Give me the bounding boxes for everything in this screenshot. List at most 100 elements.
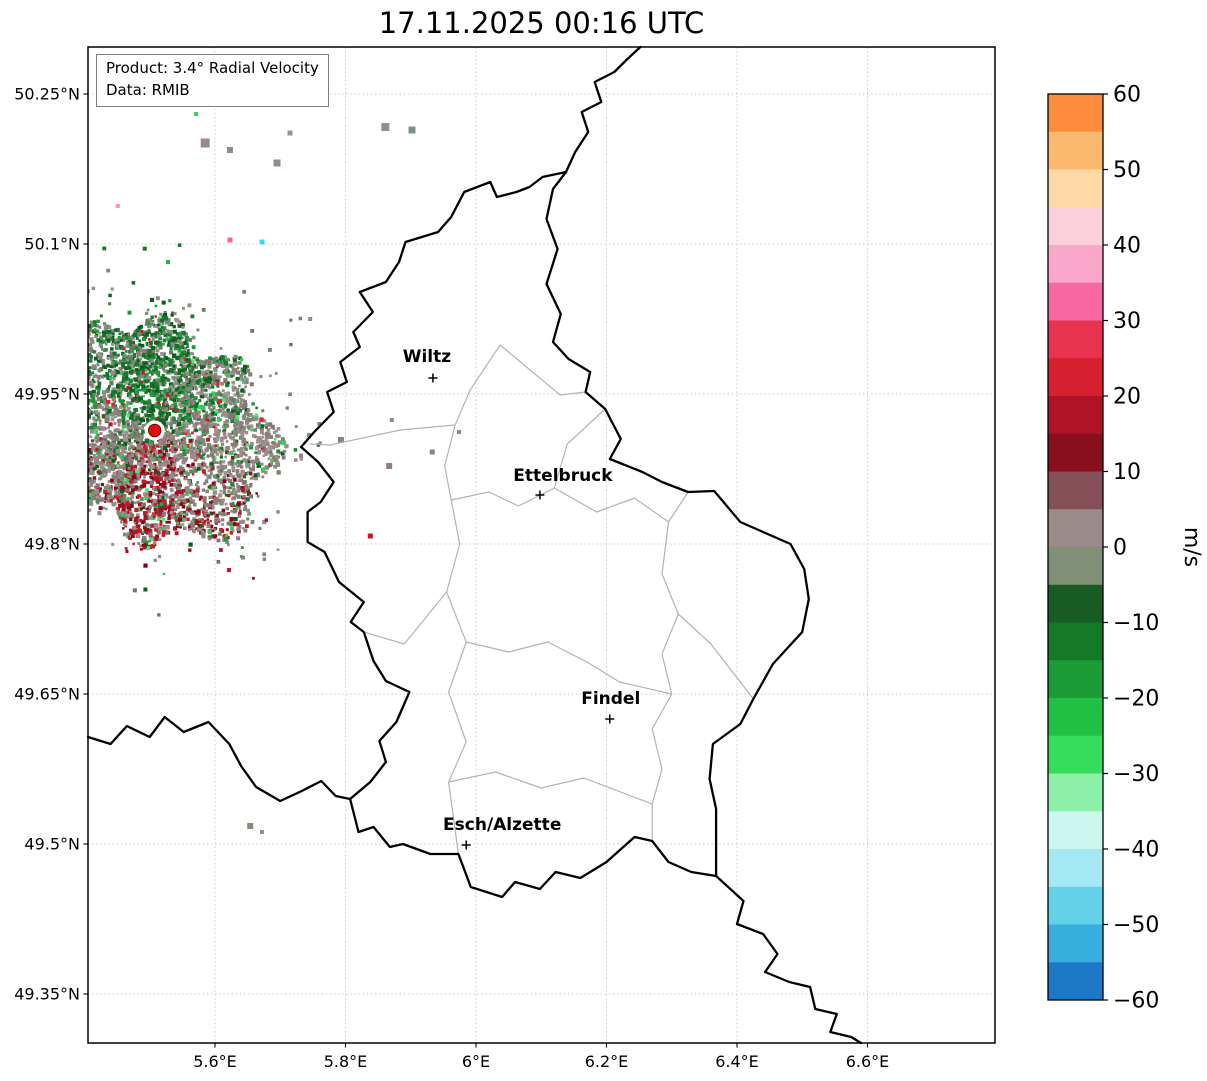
colorbar-segment bbox=[1048, 698, 1103, 737]
colorbar-segment bbox=[1048, 773, 1103, 812]
colorbar-tick-label: 20 bbox=[1113, 385, 1141, 410]
data-source-line: Data: RMIB bbox=[106, 80, 190, 99]
echo-speck bbox=[259, 239, 265, 245]
y-tick-label: 50.25°N bbox=[14, 85, 80, 104]
colorbar: 60 50 40 30 20 10 0 −10 −20 −30 −40 −50 −60 bbox=[1047, 83, 1159, 1014]
grid-layer bbox=[88, 47, 995, 1043]
product-info-box: Product: 3.4° Radial Velocity Data: RMIB bbox=[96, 54, 329, 107]
echo-speck bbox=[381, 123, 390, 131]
district-border bbox=[677, 613, 754, 700]
colorbar-segment bbox=[1048, 660, 1103, 699]
colorbar-tick-label: 10 bbox=[1113, 460, 1141, 485]
echo-speck bbox=[308, 317, 313, 321]
radar-site-marker bbox=[147, 423, 162, 438]
district-border bbox=[451, 487, 689, 523]
colorbar-tick-label: 60 bbox=[1113, 83, 1141, 108]
echo-speck bbox=[457, 430, 461, 434]
x-tick-label: 6.6°E bbox=[846, 1052, 890, 1071]
y-tick-label: 49.95°N bbox=[14, 385, 80, 404]
echo-speck bbox=[337, 437, 344, 443]
country-border bbox=[564, 45, 642, 174]
colorbar-segment bbox=[1048, 433, 1103, 472]
colorbar-segment bbox=[1048, 245, 1103, 284]
x-tick-label: 5.6°E bbox=[193, 1052, 237, 1071]
echo-speck bbox=[273, 159, 281, 167]
y-tick-label: 49.65°N bbox=[14, 685, 80, 704]
colorbar-segment bbox=[1048, 396, 1103, 435]
district-border bbox=[553, 408, 606, 489]
district-border bbox=[448, 771, 653, 805]
colorbar-segment bbox=[1048, 584, 1103, 623]
colorbar-segment bbox=[1048, 320, 1103, 359]
y-tick-label: 50.1°N bbox=[24, 235, 80, 254]
city-layer: Wiltz Ettelbruck Findel Esch/Alzette bbox=[403, 347, 640, 850]
country-border bbox=[714, 874, 863, 1045]
colorbar-segment bbox=[1048, 811, 1103, 850]
colorbar-segment bbox=[1048, 131, 1103, 170]
echo-speck bbox=[115, 204, 120, 208]
district-border bbox=[309, 344, 586, 446]
district-border bbox=[444, 424, 467, 855]
echo-speck bbox=[227, 237, 233, 243]
echo-speck bbox=[200, 138, 210, 148]
colorbar-segment bbox=[1048, 471, 1103, 510]
colorbar-tick-label: −10 bbox=[1113, 611, 1159, 636]
echo-speck bbox=[260, 830, 264, 834]
colorbar-tick-label: −20 bbox=[1113, 687, 1159, 712]
colorbar-segment bbox=[1048, 962, 1103, 1001]
city-label: Wiltz bbox=[403, 347, 452, 367]
colorbar-tick-label: 0 bbox=[1113, 536, 1127, 561]
y-tick-label: 49.35°N bbox=[14, 985, 80, 1004]
echo-speck bbox=[386, 463, 393, 469]
y-tick-label: 49.5°N bbox=[24, 835, 80, 854]
colorbar-segment bbox=[1048, 358, 1103, 397]
colorbar-segment bbox=[1048, 547, 1103, 586]
echo-speck bbox=[389, 418, 394, 422]
radar-velocity-field bbox=[88, 112, 461, 834]
colorbar-segment bbox=[1048, 509, 1103, 548]
y-tick-label: 49.8°N bbox=[24, 535, 80, 554]
colorbar-tick-label: 30 bbox=[1113, 309, 1141, 334]
country-border bbox=[299, 170, 810, 899]
colorbar-segment bbox=[1048, 886, 1103, 925]
district-border bbox=[466, 641, 672, 695]
colorbar-tick-label: −60 bbox=[1113, 989, 1159, 1014]
echo-speck bbox=[194, 112, 199, 116]
echo-speck bbox=[429, 449, 435, 455]
x-tick-label: 6.4°E bbox=[715, 1052, 759, 1071]
colorbar-segment bbox=[1048, 169, 1103, 208]
x-tick-label: 6°E bbox=[462, 1052, 490, 1071]
echo-speck bbox=[247, 823, 254, 829]
city-label: Findel bbox=[581, 689, 640, 709]
colorbar-tick-label: 50 bbox=[1113, 158, 1141, 183]
colorbar-unit-label: m/s bbox=[1179, 527, 1204, 567]
colorbar-segment bbox=[1048, 622, 1103, 661]
plot-frame bbox=[87, 46, 996, 1044]
timestamp-title: 17.11.2025 00:16 UTC bbox=[378, 6, 705, 40]
colorbar-segment bbox=[1048, 207, 1103, 246]
x-tick-label: 5.8°E bbox=[324, 1052, 368, 1071]
echo-speck bbox=[287, 130, 293, 136]
district-border bbox=[363, 591, 448, 645]
colorbar-segment bbox=[1048, 735, 1103, 774]
echo-speck bbox=[367, 533, 373, 539]
axes-layer: 50.25°N 50.1°N 49.95°N 49.8°N 49.65°N 49.5°N 4… bbox=[14, 46, 996, 1071]
city-label: Esch/Alzette bbox=[443, 815, 561, 835]
colorbar-tick-label: −30 bbox=[1113, 762, 1159, 787]
colorbar-tick-label: −40 bbox=[1113, 838, 1159, 863]
colorbar-segment bbox=[1048, 282, 1103, 321]
x-tick-label: 6.2°E bbox=[585, 1052, 629, 1071]
district-border bbox=[651, 521, 679, 841]
city-label: Ettelbruck bbox=[513, 466, 613, 486]
colorbar-segment bbox=[1048, 924, 1103, 963]
colorbar-tick-label: 40 bbox=[1113, 234, 1141, 259]
colorbar-segment bbox=[1048, 849, 1103, 888]
colorbar-tick-label: −50 bbox=[1113, 913, 1159, 938]
echo-speck bbox=[408, 126, 416, 134]
colorbar-segment bbox=[1048, 94, 1103, 133]
product-line: Product: 3.4° Radial Velocity bbox=[106, 59, 319, 77]
border-layer bbox=[86, 45, 863, 1045]
echo-speck bbox=[166, 260, 170, 264]
